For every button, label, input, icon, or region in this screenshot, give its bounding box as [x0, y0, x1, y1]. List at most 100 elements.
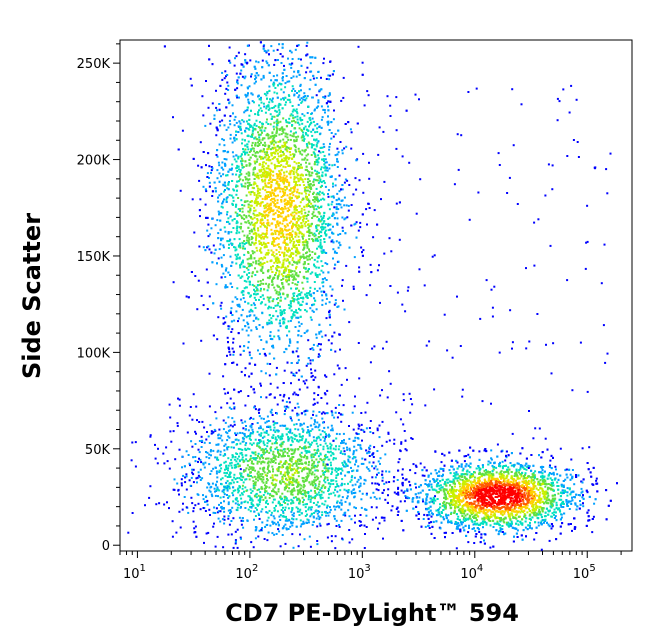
event-dot: [256, 190, 259, 192]
event-dot: [288, 117, 291, 120]
event-dot: [290, 233, 293, 236]
event-dot: [237, 274, 240, 277]
event-dot: [287, 320, 290, 323]
event-dot: [276, 269, 278, 272]
event-dot: [281, 46, 284, 49]
event-dot: [359, 221, 362, 224]
event-dot: [336, 160, 339, 163]
event-dot: [282, 210, 285, 213]
event-dot: [270, 142, 273, 145]
event-dot: [305, 203, 308, 206]
event-dot: [289, 232, 292, 235]
event-dot: [263, 288, 266, 291]
event-dot: [242, 65, 245, 68]
event-dot: [276, 265, 279, 267]
event-dot: [274, 109, 277, 112]
event-dot: [232, 353, 235, 356]
event-dot: [264, 198, 267, 201]
event-dot: [273, 255, 276, 258]
event-dot: [278, 82, 281, 85]
event-dot: [208, 181, 211, 184]
event-dot: [316, 179, 319, 182]
event-dot: [236, 164, 239, 167]
event-dot: [360, 412, 363, 414]
event-dot: [295, 350, 298, 353]
event-dot: [231, 261, 234, 264]
event-dot: [327, 105, 329, 108]
event-dot: [235, 184, 238, 187]
event-dot: [230, 194, 233, 197]
event-dot: [212, 511, 215, 514]
event-dot: [293, 218, 296, 221]
event-dot: [313, 178, 316, 181]
event-dot: [239, 169, 242, 172]
event-dot: [226, 286, 229, 289]
event-dot: [260, 301, 263, 304]
event-dot: [214, 248, 217, 251]
event-dot: [331, 73, 334, 76]
event-dot: [279, 53, 282, 55]
event-dot: [273, 357, 276, 360]
event-dot: [235, 193, 238, 196]
event-dot: [252, 187, 255, 190]
event-dot: [334, 457, 337, 460]
event-dot: [254, 173, 257, 176]
event-dot: [223, 510, 226, 513]
event-dot: [312, 456, 315, 458]
event-dot: [205, 164, 207, 167]
event-dot: [310, 368, 312, 371]
event-dot: [211, 102, 214, 105]
event-dot: [296, 227, 299, 229]
event-dot: [342, 96, 345, 99]
event-dot: [343, 218, 346, 221]
event-dot: [308, 254, 311, 257]
event-dot: [286, 471, 288, 474]
event-dot: [294, 374, 296, 377]
event-dot: [288, 279, 291, 282]
event-dot: [315, 173, 318, 175]
event-dot: [251, 283, 254, 286]
event-dot: [314, 483, 317, 485]
event-dot: [280, 235, 283, 238]
event-dot: [277, 183, 280, 186]
event-dot: [315, 333, 318, 336]
event-dot: [328, 93, 331, 96]
event-dot: [356, 122, 359, 125]
event-dot: [305, 173, 308, 176]
event-dot: [277, 302, 280, 304]
event-dot: [253, 314, 256, 317]
event-dot: [223, 190, 226, 193]
event-dot: [286, 98, 289, 101]
event-dot: [326, 263, 329, 266]
event-dot: [249, 488, 252, 491]
event-dot: [250, 73, 253, 76]
event-dot: [210, 454, 212, 457]
event-dot: [239, 72, 242, 75]
event-dot: [287, 475, 290, 478]
event-dot: [319, 243, 322, 246]
event-dot: [282, 131, 285, 134]
event-dot: [323, 503, 326, 506]
event-dot: [268, 283, 271, 286]
event-dot: [327, 115, 329, 118]
event-dot: [291, 105, 294, 107]
event-dot: [284, 177, 287, 180]
event-dot: [320, 166, 323, 169]
event-dot: [305, 198, 308, 201]
event-dot: [268, 53, 270, 56]
event-dot: [328, 92, 331, 95]
event-dot: [293, 211, 296, 214]
event-dot: [301, 135, 304, 138]
event-dot: [321, 299, 324, 302]
event-dot: [269, 171, 272, 174]
event-dot: [289, 148, 292, 150]
event-dot: [303, 266, 305, 269]
event-dot: [298, 458, 301, 461]
event-dot: [258, 456, 261, 459]
event-dot: [338, 394, 341, 397]
event-dot: [171, 535, 174, 538]
event-dot: [315, 458, 318, 461]
event-dot: [300, 119, 302, 122]
event-dot: [310, 202, 313, 205]
event-dot: [288, 330, 291, 333]
